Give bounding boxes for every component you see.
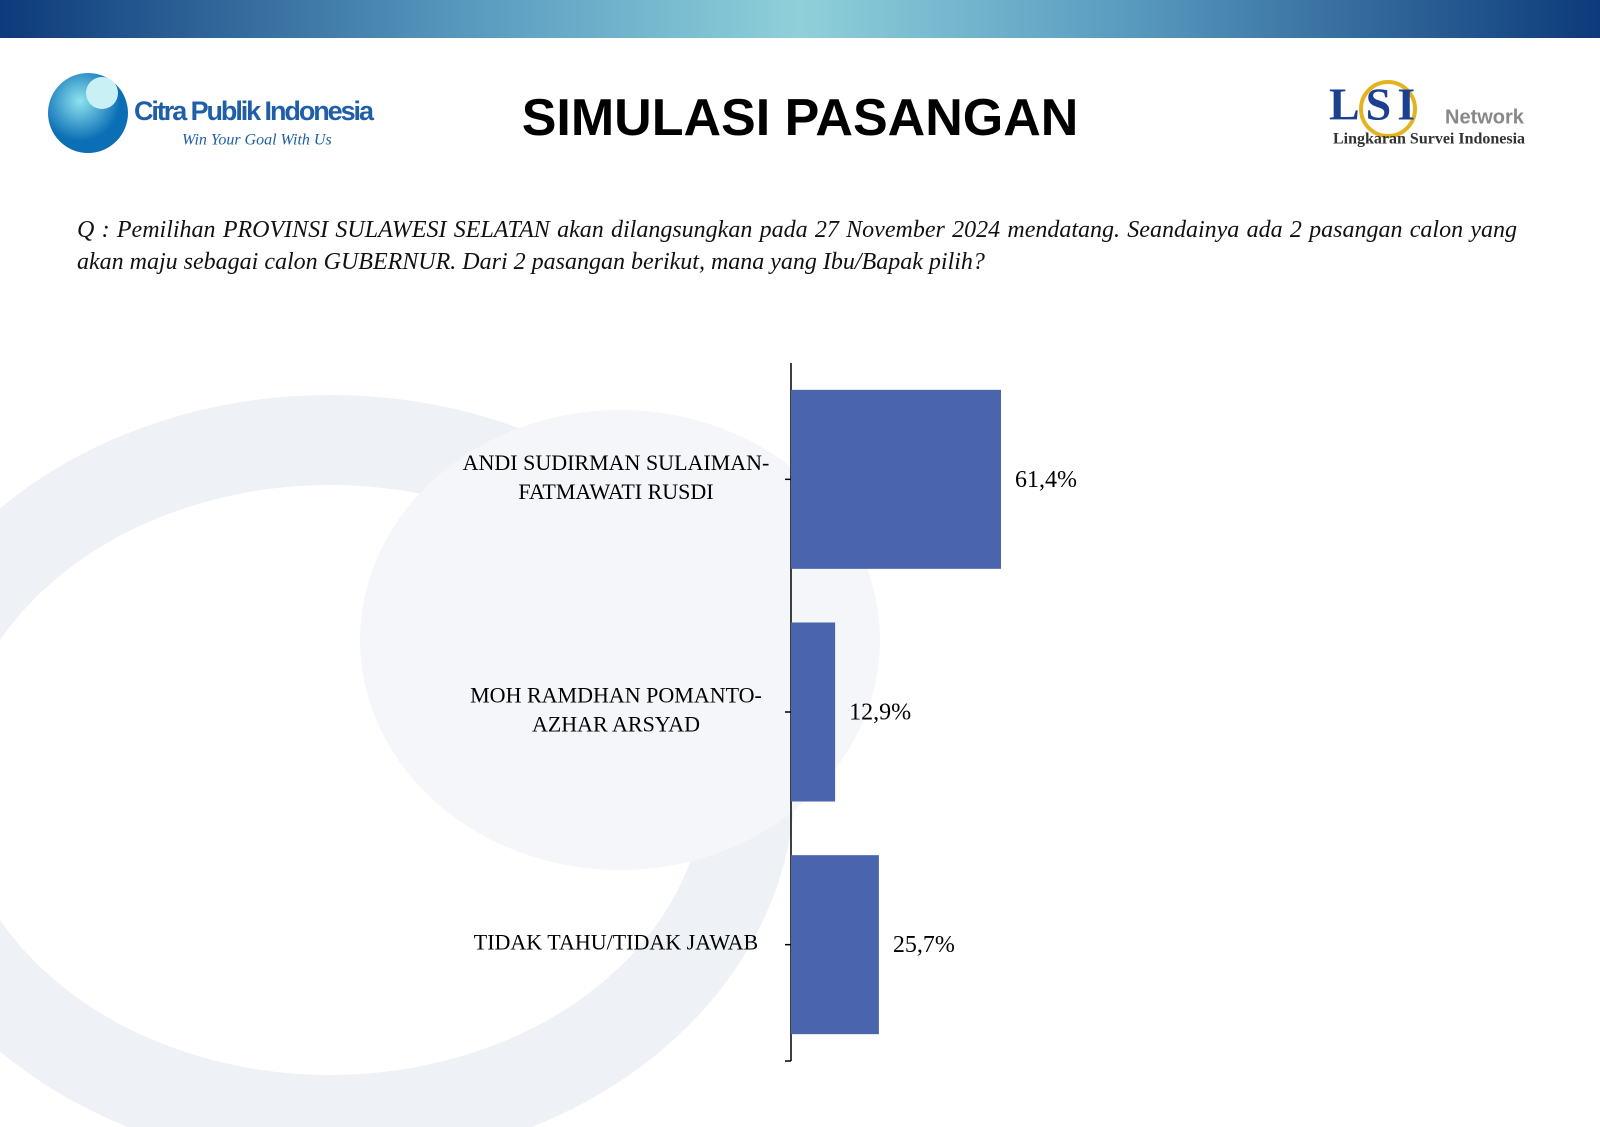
logo-subtitle: Lingkaran Survei Indonesia — [1333, 131, 1525, 148]
right-logo: LSI Network Lingkaran Survei Indonesia — [1329, 79, 1525, 148]
left-logo: Citra Publik Indonesia Win Your Goal Wit… — [48, 73, 375, 153]
bar — [791, 389, 1001, 569]
bar — [791, 622, 836, 802]
slide-title: SIMULASI PASANGAN — [521, 89, 1079, 147]
logo-swirl — [86, 77, 118, 109]
value-label: 25,7% — [893, 932, 955, 958]
logo-network: Network — [1445, 106, 1525, 128]
category-label: TIDAK TAHU/TIDAK JAWAB — [474, 930, 759, 955]
logo-mark: LSI — [1329, 79, 1421, 130]
logo-name: Citra Publik Indonesia — [134, 96, 375, 126]
top-bar — [0, 0, 1600, 38]
background-swirl — [360, 410, 880, 870]
value-label: 12,9% — [849, 700, 911, 726]
category-label: ANDI SUDIRMAN SULAIMAN- — [463, 450, 770, 475]
category-label: FATMAWATI RUSDI — [518, 479, 713, 504]
logo-tagline: Win Your Goal With Us — [182, 132, 332, 149]
value-label: 61,4% — [1015, 467, 1077, 493]
category-label: MOH RAMDHAN POMANTO- — [470, 683, 762, 708]
bar — [791, 855, 879, 1035]
question-text: Q : Pemilihan PROVINSI SULAWESI SELATAN … — [77, 217, 1517, 275]
category-label: AZHAR ARSYAD — [532, 712, 700, 737]
logo-ring — [1359, 80, 1417, 138]
